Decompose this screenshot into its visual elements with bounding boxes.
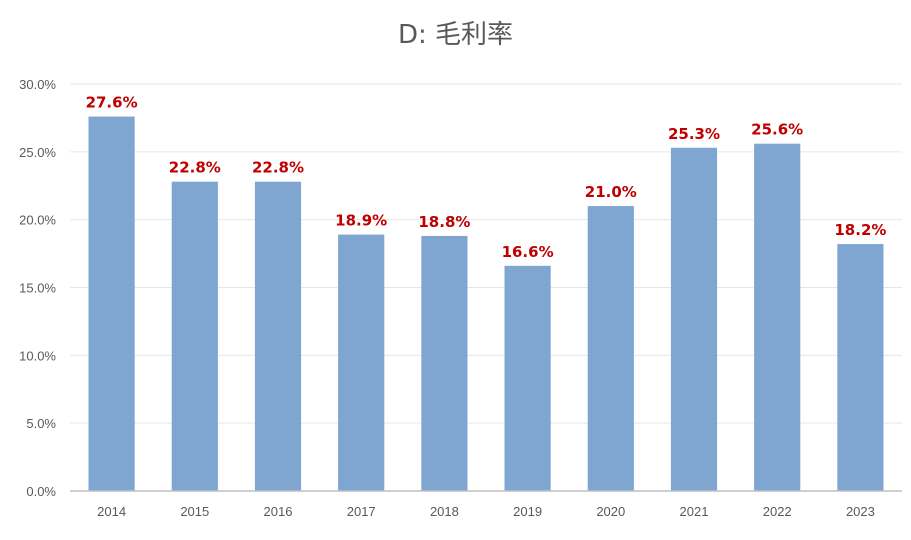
bar-2019 bbox=[504, 265, 551, 491]
y-tick-label: 25.0% bbox=[19, 145, 56, 160]
bar-2020 bbox=[587, 206, 634, 491]
data-label-2023: 18.2% bbox=[834, 221, 886, 239]
data-label-2021: 25.3% bbox=[668, 125, 720, 143]
bars bbox=[88, 116, 884, 491]
data-label-2018: 18.8% bbox=[418, 213, 470, 231]
x-tick-label-2017: 2017 bbox=[347, 504, 376, 519]
bar-2023 bbox=[837, 244, 884, 491]
y-tick-label: 0.0% bbox=[26, 484, 56, 499]
x-tick-label-2016: 2016 bbox=[264, 504, 293, 519]
bar-2022 bbox=[754, 143, 801, 491]
y-tick-label: 10.0% bbox=[19, 348, 56, 363]
bar-2017 bbox=[338, 234, 385, 491]
x-tick-label-2022: 2022 bbox=[763, 504, 792, 519]
data-label-2017: 18.9% bbox=[335, 212, 387, 230]
data-label-2022: 25.6% bbox=[751, 121, 803, 139]
bar-2021 bbox=[670, 147, 718, 491]
x-tick-label-2015: 2015 bbox=[180, 504, 209, 519]
data-label-2015: 22.8% bbox=[169, 159, 221, 177]
x-tick-label-2020: 2020 bbox=[596, 504, 625, 519]
x-tick-label-2023: 2023 bbox=[846, 504, 875, 519]
data-label-2014: 27.6% bbox=[86, 94, 138, 112]
bar-2014 bbox=[88, 116, 135, 491]
data-label-2020: 21.0% bbox=[585, 183, 637, 201]
x-tick-label-2021: 2021 bbox=[680, 504, 709, 519]
x-axis-ticks: 2014 2015 2016 2017 2018 2019 2020 2021 2022 2023 bbox=[97, 504, 875, 519]
data-labels: 27.6% 22.8% 22.8% 18.9% 18.8% 16.6% 21.0% 25.3%… bbox=[86, 94, 887, 261]
bar-2015 bbox=[171, 181, 218, 491]
chart-title: D: 毛利率 bbox=[397, 20, 514, 50]
y-tick-label: 20.0% bbox=[19, 213, 56, 228]
y-tick-label: 30.0% bbox=[19, 77, 56, 92]
x-tick-label-2014: 2014 bbox=[97, 504, 126, 519]
data-label-2016: 22.8% bbox=[252, 159, 304, 177]
bar-2016 bbox=[254, 181, 302, 491]
x-tick-label-2019: 2019 bbox=[513, 504, 542, 519]
bar-2018 bbox=[421, 235, 468, 491]
x-tick-label-2018: 2018 bbox=[430, 504, 459, 519]
y-axis-ticks: 0.0% 5.0% 10.0% 15.0% 20.0% 25.0% 30.0% bbox=[19, 77, 56, 499]
y-tick-label: 15.0% bbox=[19, 281, 56, 296]
data-label-2019: 16.6% bbox=[502, 243, 554, 261]
y-tick-label: 5.0% bbox=[26, 416, 56, 431]
